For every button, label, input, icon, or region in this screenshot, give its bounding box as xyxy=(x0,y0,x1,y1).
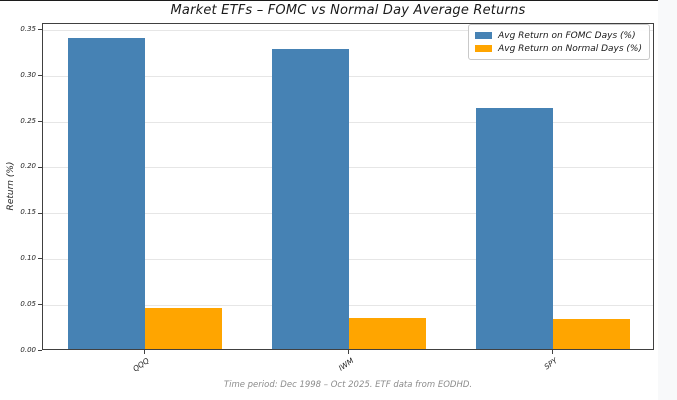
plot-area xyxy=(42,23,654,350)
x-tick-label-text: QQQ xyxy=(131,356,152,374)
x-tick-mark xyxy=(348,350,349,354)
chart-footnote: Time period: Dec 1998 – Oct 2025. ETF da… xyxy=(223,380,473,390)
screenshot-top-edge xyxy=(0,0,677,1)
y-tick-label: 0.25 xyxy=(20,116,36,125)
x-tick-mark xyxy=(144,350,145,354)
x-tick-label-text: SPY xyxy=(542,356,560,372)
y-tick-mark xyxy=(38,166,42,168)
y-tick-label: 0.05 xyxy=(20,299,36,308)
y-tick-label: 0.30 xyxy=(20,70,36,79)
bar-qqq-fomc xyxy=(68,37,145,349)
y-tick-label: 0.00 xyxy=(20,345,36,354)
y-tick-mark xyxy=(38,258,42,260)
y-tick-label: 0.10 xyxy=(20,253,36,262)
y-tick-label: 0.35 xyxy=(20,24,36,33)
legend-entry-label: Avg Return on FOMC Days (%) xyxy=(498,30,636,41)
legend-swatch-icon xyxy=(475,45,493,52)
gridline xyxy=(43,29,653,31)
legend-entry-normal: Avg Return on Normal Days (%) xyxy=(475,42,642,55)
legend: Avg Return on FOMC Days (%) Avg Return on… xyxy=(468,24,650,60)
y-tick-mark xyxy=(38,350,42,351)
x-tick-label-text: IWM xyxy=(336,356,356,373)
bar-spy-fomc xyxy=(476,108,553,349)
y-tick-mark xyxy=(38,304,42,306)
bar-spy-normal xyxy=(553,318,630,349)
legend-entry-label: Avg Return on Normal Days (%) xyxy=(498,43,642,54)
bar-iwm-normal xyxy=(349,317,426,349)
y-tick-mark xyxy=(38,121,42,122)
y-tick-mark xyxy=(38,75,42,77)
bar-iwm-fomc xyxy=(272,49,349,349)
bar-qqq-normal xyxy=(145,307,222,349)
y-tick-label: 0.20 xyxy=(20,162,36,171)
y-tick-label: 0.15 xyxy=(20,208,36,217)
y-tick-mark xyxy=(38,212,42,214)
chart-title: Market ETFs – FOMC vs Normal Day Average… xyxy=(170,3,526,18)
figure-right-margin xyxy=(658,0,677,400)
y-tick-mark xyxy=(38,29,42,31)
x-tick-mark xyxy=(552,350,553,354)
legend-swatch-icon xyxy=(475,32,493,39)
legend-entry-fomc: Avg Return on FOMC Days (%) xyxy=(475,29,642,42)
